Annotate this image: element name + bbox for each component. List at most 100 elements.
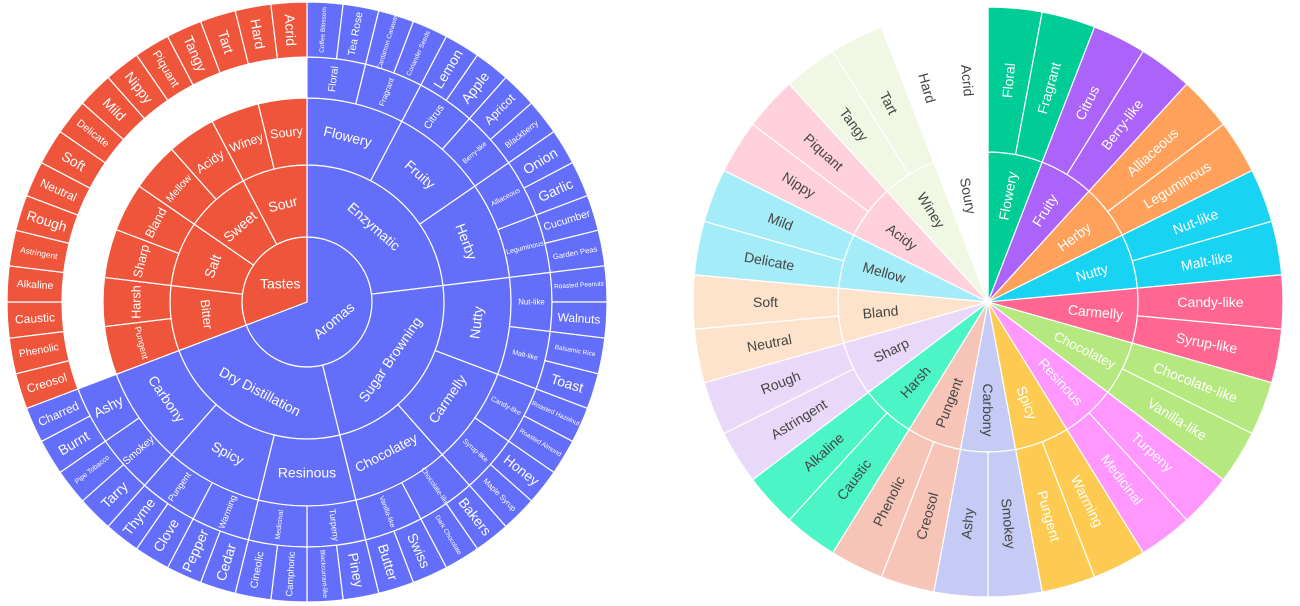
sunburst-segment-piquant[interactable] (751, 83, 888, 213)
sunburst-segment-phenolic[interactable] (8, 330, 70, 375)
sunburst-segment-garden-peas[interactable] (544, 229, 606, 274)
sunburst-segment-ashy[interactable] (933, 448, 989, 598)
sunburst-segment-blackberry[interactable] (489, 102, 555, 164)
sunburst-segment-alkaline[interactable] (6, 265, 65, 303)
sunburst-segment-tangy[interactable] (166, 20, 221, 86)
sunburst-label-carmelly: Carmelly (1067, 301, 1123, 322)
sunburst-segment-nut-like[interactable] (1121, 169, 1273, 262)
sunburst-segment-bland[interactable] (115, 185, 196, 255)
sunburst-segment-citrus[interactable] (1041, 26, 1145, 176)
sunburst-segment-turpeny[interactable] (1088, 391, 1225, 521)
sunburst-segment-fragrant[interactable] (1014, 11, 1096, 163)
sunburst-segment-hard[interactable] (234, 3, 279, 65)
sunburst-segment-creosol[interactable] (880, 441, 962, 593)
sunburst-segment-apricot[interactable] (468, 76, 533, 141)
sunburst-segment-thyme[interactable] (107, 484, 169, 550)
sunburst-segment-cedar[interactable] (199, 530, 250, 595)
sunburst-segment-lemon[interactable] (420, 35, 479, 102)
sunburst-segment-bakers[interactable] (445, 484, 507, 550)
sunburst-segment-syrup-like[interactable] (1131, 315, 1283, 384)
sunburst-segment-pipe-tobacco[interactable] (59, 440, 125, 502)
sunburst-segment-leguminous[interactable] (1106, 123, 1253, 236)
sunburst-segment-butter[interactable] (364, 530, 415, 595)
sunburst-segment-maple-syrup[interactable] (468, 463, 533, 528)
sunburst-label-nut-like: Nut-like (518, 298, 544, 307)
sunburst-segment-warming[interactable] (1041, 428, 1145, 578)
sunburst-segment-burnt[interactable] (40, 415, 107, 474)
sunburst-segment-clove[interactable] (135, 502, 194, 569)
sunburst-segment-pungent[interactable] (103, 317, 180, 376)
sunburst-segment-acidy[interactable] (170, 120, 245, 201)
sunburst-segment-acrid[interactable] (270, 1, 308, 60)
sunburst-segment-soury[interactable] (257, 97, 308, 170)
sunburst-segment-creosol[interactable] (14, 359, 79, 410)
sunburst-label-harsh: Harsh (130, 285, 144, 319)
sunburst-label-carbony: Carbony (980, 384, 996, 437)
sunburst-segment-delicate[interactable] (59, 102, 125, 164)
sunburst-segment-walnuts[interactable] (549, 301, 608, 339)
sunburst-segment-tea-rose[interactable] (335, 3, 380, 65)
sunburst-segment-astringent[interactable] (723, 368, 870, 481)
sunburst-segment-onion[interactable] (507, 130, 574, 189)
sunburst-segment-caustic[interactable] (788, 412, 910, 554)
sunburst-segment-nippy[interactable] (723, 123, 870, 236)
sunburst-segment-camphoric[interactable] (270, 544, 308, 603)
sunburst-segment-neutral[interactable] (25, 161, 91, 216)
sunburst-segment-berry-like[interactable] (1066, 50, 1188, 192)
sunburst-segment-balsamic-rice[interactable] (544, 330, 606, 375)
sunburst-segment-neutral[interactable] (693, 315, 845, 384)
sunburst-segment-astringent[interactable] (8, 229, 70, 274)
sunburst-segment-tart[interactable] (831, 26, 935, 176)
sunburst-segment-malt-like[interactable] (1131, 220, 1283, 289)
sunburst-segment-vanilla-like[interactable] (1106, 368, 1253, 481)
sunburst-segment-swiss[interactable] (393, 518, 448, 584)
sunburst-segment-tart[interactable] (199, 9, 250, 74)
sunburst-segment-mellow[interactable] (138, 148, 217, 226)
sunburst-segment-mild[interactable] (703, 169, 855, 262)
sunburst-segment-rough[interactable] (703, 342, 855, 435)
sunburst-segment-acrid[interactable] (933, 6, 989, 156)
sunburst-segment-candy-like[interactable] (1136, 274, 1284, 330)
sunburst-segment-apple[interactable] (445, 54, 507, 120)
sunburst-label-nutty: Nutty (466, 305, 486, 339)
sunburst-segment-charred[interactable] (25, 388, 91, 443)
sunburst-segment-mild[interactable] (81, 76, 146, 141)
sunburst-segment-alliaceous[interactable] (1088, 83, 1225, 213)
sunburst-segment-roasted-almond[interactable] (507, 415, 574, 474)
sunburst-segment-rough[interactable] (14, 194, 79, 245)
sunburst-segment-piquant[interactable] (135, 35, 194, 102)
sunburst-segment-soft[interactable] (40, 130, 107, 189)
sunburst-segment-nippy[interactable] (107, 54, 169, 120)
sunburst-label-hard: Hard (247, 18, 268, 51)
sunburst-segment-blackcurrant-like[interactable] (306, 544, 344, 603)
sunburst-segment-harsh[interactable] (102, 276, 172, 328)
sunburst-segment-piney[interactable] (335, 539, 380, 601)
sunburst-segment-tarry[interactable] (81, 463, 146, 528)
sunburst-segment-tangy[interactable] (788, 50, 910, 192)
sunburst-segment-garlic[interactable] (523, 161, 589, 216)
sunburst-label-acrid: Acrid (282, 14, 300, 47)
sunburst-segment-cineolic[interactable] (234, 539, 279, 601)
sunburst-segment-pepper[interactable] (166, 518, 221, 584)
sunburst-segment-coriander-seeds[interactable] (393, 20, 448, 86)
sunburst-segment-phenolic[interactable] (831, 428, 935, 578)
sunburst-segment-winey[interactable] (211, 103, 275, 182)
sunburst-segment-smokey[interactable] (987, 448, 1043, 598)
sunburst-segment-cucumber[interactable] (535, 194, 600, 245)
sunburst-segment-caustic[interactable] (6, 301, 65, 339)
sunburst-segment-honey[interactable] (489, 440, 555, 502)
sunburst-segment-chocolate-like[interactable] (1121, 342, 1273, 435)
sunburst-segment-soft[interactable] (692, 274, 840, 330)
sunburst-segment-sharp[interactable] (103, 228, 180, 287)
sunburst-segment-cardamon-caraway[interactable] (364, 9, 415, 74)
sunburst-segment-roasted-hazelnut[interactable] (523, 388, 589, 443)
sunburst-segment-roasted-peanuts[interactable] (549, 265, 608, 303)
sunburst-segment-dark-chocolate[interactable] (420, 502, 479, 569)
sunburst-segment-delicate[interactable] (693, 220, 845, 289)
sunburst-segment-medicinal[interactable] (1066, 412, 1188, 554)
sunburst-segment-toast[interactable] (535, 359, 600, 410)
sunburst-segment-alkaline[interactable] (751, 391, 888, 521)
